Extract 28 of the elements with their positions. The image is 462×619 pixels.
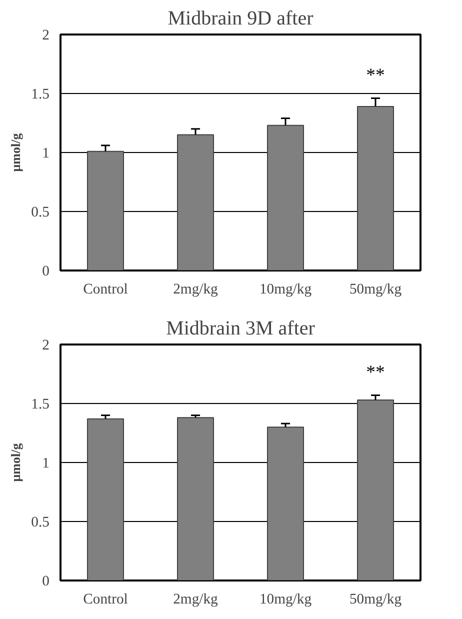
x-tick-label: 50mg/kg	[349, 592, 402, 608]
y-axis-title: μmol/g	[8, 132, 24, 172]
y-tick-label: 0	[42, 264, 50, 280]
y-tick-label: 2	[42, 338, 50, 354]
x-tick-label: Control	[83, 282, 128, 298]
y-tick-label: 0	[42, 574, 50, 590]
y-tick-label: 0.5	[31, 204, 50, 220]
bar	[267, 124, 304, 270]
x-tick-label: 2mg/kg	[173, 282, 219, 298]
x-tick-label: 10mg/kg	[259, 592, 312, 608]
bar	[357, 106, 394, 270]
x-tick-label: Control	[83, 592, 128, 608]
y-tick-label: 2	[42, 28, 50, 44]
bar	[87, 150, 124, 270]
y-tick-label: 1.5	[31, 86, 50, 102]
y-tick-label: 0.5	[31, 514, 50, 530]
chart-title: Midbrain 3M after	[166, 318, 316, 340]
y-tick-label: 1	[42, 456, 50, 472]
x-tick-label: 10mg/kg	[259, 282, 312, 298]
annotation: **	[366, 362, 385, 384]
x-tick-label: 50mg/kg	[349, 282, 402, 298]
bar	[177, 134, 214, 270]
y-tick-label: 1.5	[31, 396, 50, 412]
y-tick-label: 1	[42, 146, 50, 162]
annotation: **	[366, 65, 385, 86]
chart-title: Midbrain 9D after	[168, 8, 314, 30]
x-tick-label: 2mg/kg	[173, 592, 219, 608]
y-axis-title: μmol/g	[8, 442, 24, 482]
